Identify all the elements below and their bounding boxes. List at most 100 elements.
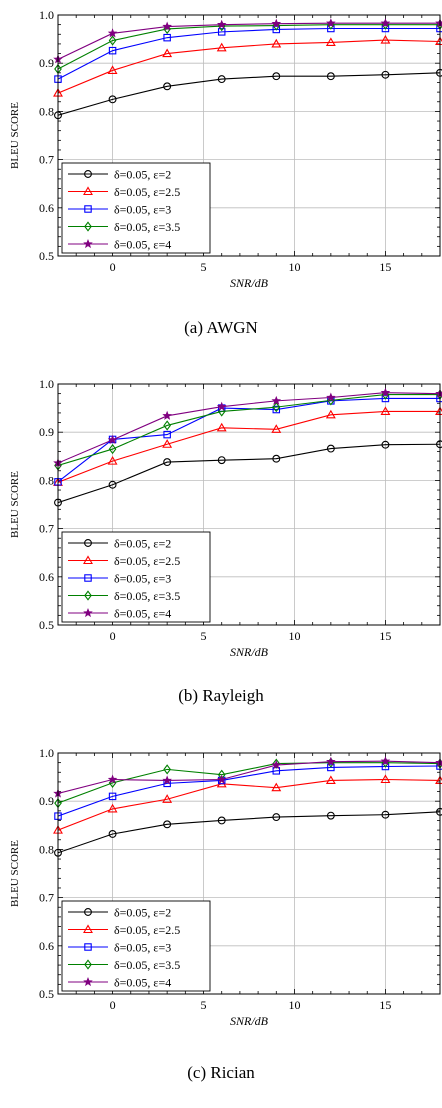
data-point [272,405,281,414]
legend-label: δ=0.05, ε=3 [114,572,171,586]
data-point [271,782,282,792]
data-point [107,434,118,444]
legend-item: δ=0.05, ε=3.5 [68,589,180,603]
data-point [162,775,172,785]
legend-box [61,162,211,254]
series-line [58,22,440,60]
legend-item: δ=0.05, ε=2.5 [68,923,180,937]
legend-label: δ=0.05, ε=2.5 [114,923,180,937]
legend-label: δ=0.05, ε=4 [114,607,171,621]
series-line [58,72,440,116]
plot-frame [57,383,441,626]
data-point [163,764,171,775]
legend-item: δ=0.05, ε=3 [68,572,171,586]
legend-marker [83,924,93,934]
data-point [163,430,171,439]
series-line [58,39,440,94]
legend-marker [84,539,92,547]
x-tick-label: 0 [110,998,116,1012]
series-line [58,811,440,854]
data-point [162,48,173,58]
legend-label: δ=0.05, ε=2 [114,537,171,551]
data-point [326,18,336,28]
data-point [381,70,390,79]
data-point [163,82,172,91]
data-point [107,774,118,784]
data-point [217,28,226,36]
y-tick-label: 0.9 [39,56,54,70]
y-tick-label: 0.5 [39,249,54,263]
legend-marker [84,943,92,951]
data-point [217,456,226,465]
data-point [326,392,336,402]
x-tick-label: 15 [379,629,391,643]
data-point [163,33,171,42]
plot-frame [57,14,441,257]
legend-label: δ=0.05, ε=3 [114,203,171,217]
legend-label: δ=0.05, ε=3 [114,941,171,955]
legend-item: δ=0.05, ε=3.5 [68,958,180,972]
x-axis-label: SNR/dB [230,1014,269,1028]
x-tick-label: 10 [288,260,300,274]
y-tick-label: 1.0 [39,8,54,22]
data-point [162,439,173,448]
y-tick-label: 0.5 [39,618,54,632]
y-tick-label: 0.6 [39,939,54,953]
x-tick-label: 15 [379,998,391,1012]
legend-item: δ=0.05, ε=3.5 [68,220,180,234]
data-point [107,803,118,813]
data-point [216,422,227,432]
caption-awgn: (a) AWGN [184,318,258,337]
legend-marker [83,976,93,987]
data-point [216,401,227,411]
x-tick-label: 5 [201,629,207,643]
x-tick-label: 10 [288,629,300,643]
x-tick-label: 0 [110,260,116,274]
y-tick-label: 0.5 [39,987,54,1001]
data-point [272,758,281,769]
y-tick-label: 0.9 [39,794,54,808]
data-point [163,458,172,467]
y-axis-label: BLEU SCORE [9,840,21,907]
legend-marker [83,186,93,196]
data-point [271,760,282,770]
data-point [107,28,118,38]
chart-panel-rayleigh: 0 5 10 15 0.5 0.6 0.7 0.8 0.9 1.0 SNR/dB BLEU SCORE… [0,369,442,738]
series-line [58,765,440,817]
legend-item: δ=0.05, ε=4 [68,238,171,252]
data-point [217,75,226,84]
series-2 [53,406,442,486]
y-tick-label: 0.6 [39,201,54,215]
series-line [58,760,440,795]
series-line [58,392,440,464]
data-point [108,792,117,801]
x-tick-label: 10 [288,998,300,1012]
x-tick-label: 15 [379,260,391,274]
chart-rician: 0 5 10 15 0.5 0.6 0.7 0.8 0.9 1.0 SNR/dB BLEU SCORE… [9,746,442,1028]
legend-label: δ=0.05, ε=2.5 [114,185,180,199]
chart-awgn: 0 5 10 15 0.5 0.6 0.7 0.8 0.9 1.0 SNR/dB BLEU SCORE… [9,8,442,290]
data-point [216,19,227,29]
x-tick-label: 5 [201,260,207,274]
data-point [325,409,336,419]
data-point [326,444,335,453]
legend-label: δ=0.05, ε=2 [114,168,171,182]
caption-rician: (c) Rician [187,1063,255,1082]
y-tick-label: 0.8 [39,842,54,856]
data-point [272,25,281,34]
legend-item: δ=0.05, ε=2.5 [68,554,180,568]
data-point [217,816,226,825]
caption-rayleigh: (b) Rayleigh [178,686,264,705]
legend-marker [84,959,92,970]
data-point [108,443,117,455]
data-point [107,456,118,465]
x-tick-label: 5 [201,998,207,1012]
series-line [58,394,440,466]
data-point [108,830,117,838]
data-point [162,794,173,803]
data-point [216,774,227,784]
data-point [271,424,282,433]
chart-rayleigh: 0 5 10 15 0.5 0.6 0.7 0.8 0.9 1.0 SNR/dB BLEU SCORE… [9,377,442,659]
legend-item: δ=0.05, ε=3 [68,203,171,217]
y-tick-label: 1.0 [39,746,54,760]
